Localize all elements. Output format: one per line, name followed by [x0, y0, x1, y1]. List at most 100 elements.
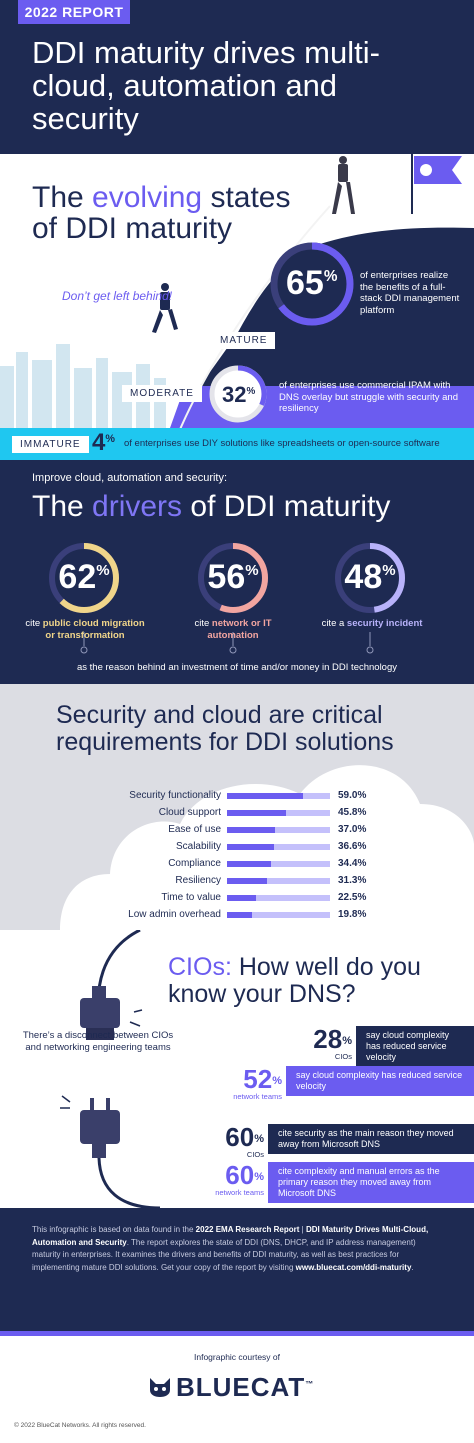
bar-track	[227, 878, 330, 884]
copyright: © 2022 BlueCat Networks. All rights rese…	[14, 1422, 146, 1429]
bar-label: Cloud support	[158, 807, 221, 818]
footer-section: This infographic is based on data found …	[0, 1208, 474, 1336]
bar-value: 31.3%	[338, 875, 367, 886]
plug-illustration	[60, 930, 161, 1208]
bar-label: Ease of use	[168, 824, 221, 835]
driver-caption-2: cite a security incident	[321, 618, 423, 629]
mature-label: MATURE	[212, 332, 276, 349]
tagline: Don’t get left behind!	[62, 289, 173, 303]
stat-1: 52% network teams	[233, 1064, 282, 1101]
header: 2022 REPORT DDI maturity drives multi-cl…	[0, 0, 474, 154]
bar-track	[227, 912, 330, 918]
bar-track	[227, 895, 330, 901]
bar-label: Security functionality	[129, 790, 221, 801]
bar-fill	[227, 810, 286, 816]
page-title: DDI maturity drives multi-cloud, automat…	[32, 35, 380, 136]
bar-track	[227, 810, 330, 816]
footer-accent-bar	[0, 1331, 474, 1336]
bar-value: 36.6%	[338, 841, 367, 852]
spark-icon	[60, 1009, 143, 1109]
drivers-reason: as the reason behind an investment of ti…	[76, 662, 398, 673]
driver-ring-62	[49, 543, 119, 613]
moderate-percent: 32%	[222, 382, 256, 407]
bar-track	[227, 844, 330, 850]
cio-section: CIOs: How well do you know your DNS? The…	[0, 930, 474, 1208]
plug-icon	[80, 986, 120, 1040]
mature-percent: 65%	[286, 264, 338, 302]
driver-percent-1: 56%	[207, 558, 259, 596]
requirements-bar-chart: Security functionality 59.0% Cloud support…	[0, 788, 474, 928]
bar-fill	[227, 793, 303, 799]
mountain-illustration	[0, 154, 474, 452]
bar-value: 22.5%	[338, 892, 367, 903]
bar-value: 34.4%	[338, 858, 367, 869]
bar-value: 59.0%	[338, 790, 367, 801]
courtesy-text: Infographic courtesy of	[194, 1352, 280, 1362]
bluecat-logo-icon	[150, 1378, 170, 1397]
bar-row: Security functionality 59.0%	[0, 788, 474, 805]
stat-box-0: say cloud complexity has reduced service…	[356, 1026, 474, 1067]
stat-3: 60% network teams	[215, 1160, 264, 1197]
bar-track	[227, 793, 330, 799]
driver-ring-48	[335, 543, 405, 613]
bar-label: Compliance	[168, 858, 221, 869]
stat-box-3: cite complexity and manual errors as the…	[268, 1162, 474, 1203]
drivers-subtitle: Improve cloud, automation and security:	[32, 472, 228, 484]
climber-icon	[152, 283, 178, 333]
disconnect-text: There’s a disconnect between CIOs and ne…	[22, 1030, 174, 1053]
footer-text: This infographic is based on data found …	[32, 1225, 429, 1272]
cio-title: CIOs: How well do you know your DNS?	[168, 953, 421, 1008]
bar-label: Time to value	[161, 892, 221, 903]
bar-fill	[227, 895, 256, 901]
bar-track	[227, 827, 330, 833]
bar-fill	[227, 844, 275, 850]
security-title: Security and cloud are critical requirem…	[56, 701, 394, 756]
brand-name: BLUECAT™	[176, 1372, 315, 1402]
bar-row: Low admin overhead 19.8%	[0, 907, 474, 924]
bar-value: 45.8%	[338, 807, 367, 818]
report-link[interactable]: www.bluecat.com/ddi-maturity	[295, 1262, 412, 1272]
drivers-title: The drivers of DDI maturity	[32, 490, 391, 523]
bar-row: Time to value 22.5%	[0, 890, 474, 907]
driver-ring-56	[198, 543, 268, 613]
standing-person-icon	[332, 156, 355, 214]
bar-row: Scalability 36.6%	[0, 839, 474, 856]
moderate-label: MODERATE	[122, 385, 202, 402]
driver-rings	[49, 543, 405, 654]
driver-caption-0: cite public cloud migration or transform…	[25, 618, 145, 641]
bar-label: Scalability	[175, 841, 221, 852]
flag-icon	[414, 156, 462, 184]
bar-row: Resiliency 31.3%	[0, 873, 474, 890]
bar-value: 37.0%	[338, 824, 367, 835]
bar-fill	[227, 827, 275, 833]
bar-label: Resiliency	[175, 875, 221, 886]
bar-row: Cloud support 45.8%	[0, 805, 474, 822]
bar-row: Compliance 34.4%	[0, 856, 474, 873]
bar-track	[227, 861, 330, 867]
drivers-section: Improve cloud, automation and security: …	[0, 460, 474, 684]
evolving-title: The evolving states of DDI maturity	[32, 181, 291, 245]
bar-label: Low admin overhead	[128, 909, 221, 920]
driver-percent-0: 62%	[58, 558, 110, 596]
mature-desc: of enterprises realize the benefits of a…	[360, 270, 460, 316]
security-section: Security and cloud are critical requirem…	[0, 684, 474, 930]
stat-0: 28% CIOs	[313, 1024, 352, 1061]
stat-box-2: cite security as the main reason they mo…	[268, 1124, 474, 1154]
immature-percent: 4%	[92, 429, 115, 456]
report-tag: 2022 REPORT	[18, 0, 130, 24]
stat-box-1: say cloud complexity has reduced service…	[286, 1066, 474, 1096]
evolving-section: The evolving states of DDI maturity Don’…	[0, 154, 474, 452]
bar-fill	[227, 861, 272, 867]
stat-2: 60% CIOs	[225, 1122, 264, 1159]
bar-row: Ease of use 37.0%	[0, 822, 474, 839]
driver-caption-1: cite network or IT automation	[194, 618, 272, 641]
bar-fill	[227, 912, 253, 918]
bottom-section: Infographic courtesy of BLUECAT™ © 2022 …	[0, 1336, 474, 1443]
immature-bar: IMMATURE 4% of enterprises use DIY solut…	[0, 428, 474, 460]
bar-fill	[227, 878, 268, 884]
immature-label: IMMATURE	[12, 436, 89, 453]
driver-percent-2: 48%	[344, 558, 396, 596]
moderate-desc: of enterprises use commercial IPAM with …	[279, 380, 458, 414]
immature-desc: of enterprises use DIY solutions like sp…	[124, 438, 440, 449]
bar-value: 19.8%	[338, 909, 367, 920]
